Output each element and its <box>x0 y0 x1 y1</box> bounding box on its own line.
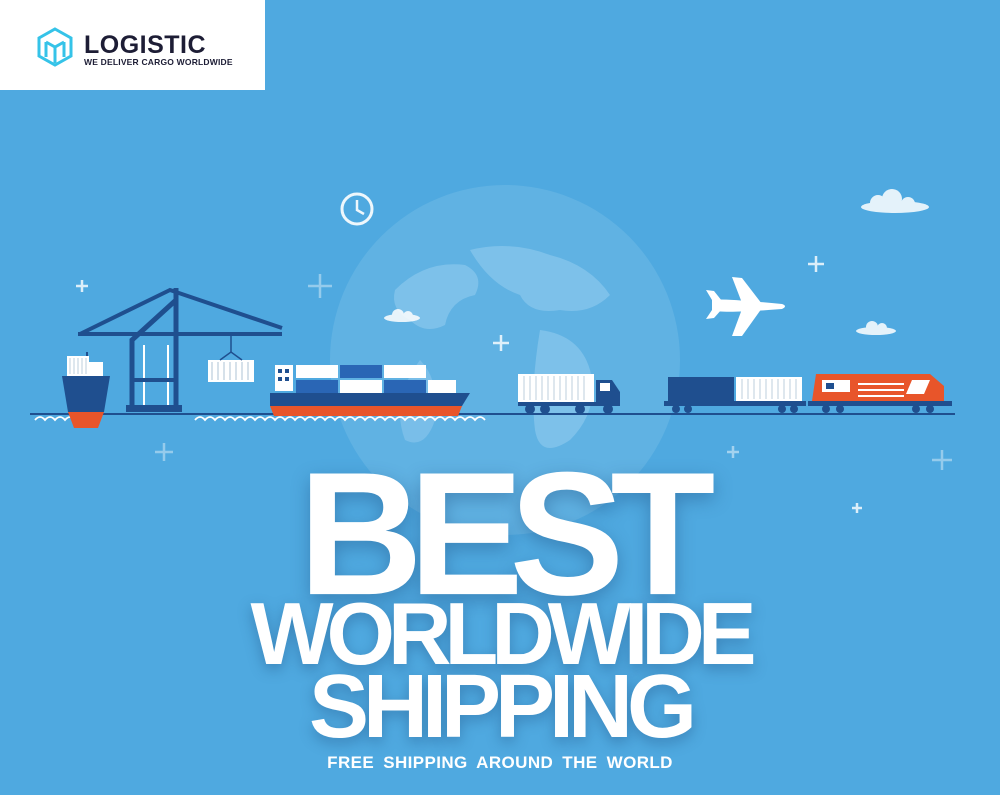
truck-icon <box>518 374 620 414</box>
headline-best: BEST <box>298 436 716 632</box>
headline-worldwide: WORLDWIDE <box>250 584 756 683</box>
cloud-icon <box>384 189 929 335</box>
freight-train-icon <box>664 374 952 413</box>
brand-name: LOGISTIC <box>84 31 207 59</box>
brand-tagline: WE DELIVER CARGO WORLDWIDE <box>84 57 233 67</box>
logo-card[interactable]: LOGISTIC WE DELIVER CARGO WORLDWIDE <box>0 0 265 90</box>
clock-icon <box>340 192 374 226</box>
harbor-crane-icon <box>78 287 283 412</box>
globe-icon <box>330 185 680 535</box>
hanging-container <box>208 351 254 382</box>
subheadline: FREE SHIPPING AROUND THE WORLD <box>327 753 673 772</box>
cargo-ship-icon <box>270 365 470 416</box>
sparkle-plus-icon <box>76 256 952 513</box>
headline-shipping: SHIPPING <box>308 657 697 757</box>
container-ship-icon <box>62 352 110 428</box>
logo-cube-icon <box>37 27 73 67</box>
airplane-icon <box>706 277 785 336</box>
